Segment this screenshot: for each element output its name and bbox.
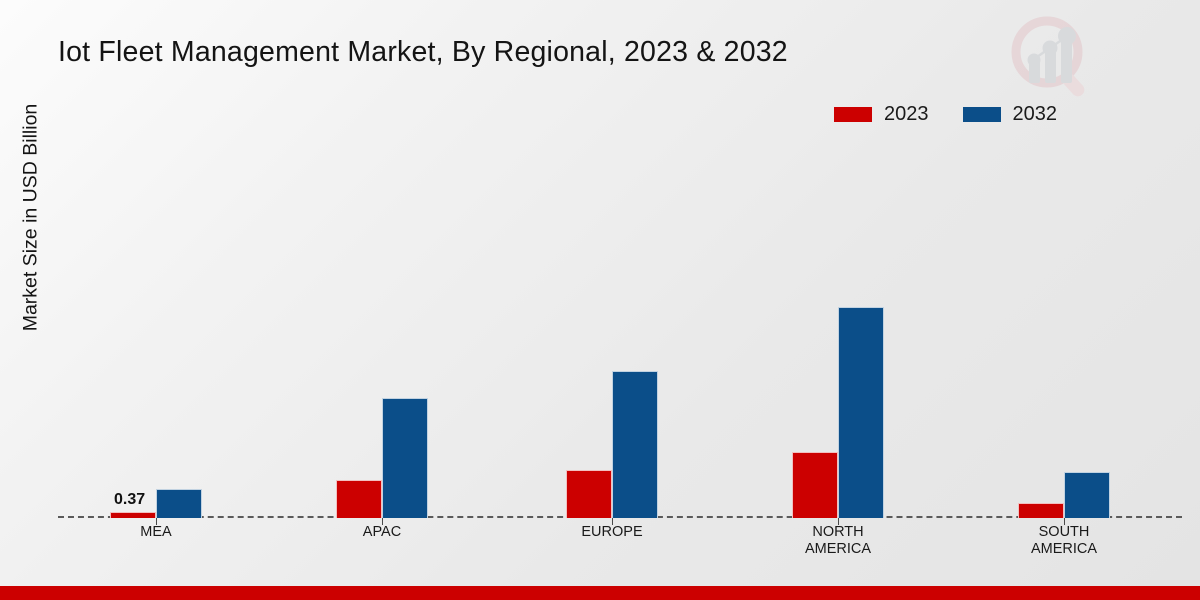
bar-2032[interactable] <box>612 371 658 518</box>
category-label: SOUTH AMERICA <box>974 524 1154 558</box>
y-axis-title: Market Size in USD Billion <box>19 103 42 332</box>
bar-2023[interactable] <box>1018 503 1064 518</box>
bar-2032[interactable] <box>838 307 884 518</box>
category-label-line: EUROPE <box>581 524 643 540</box>
chart-title: Iot Fleet Management Market, By Regional… <box>58 36 788 68</box>
axis-tick <box>382 518 383 525</box>
bar-2032[interactable] <box>156 489 202 518</box>
axis-tick <box>1064 518 1065 525</box>
bar-pair <box>566 371 658 518</box>
legend-swatch-2032-icon <box>962 106 1001 122</box>
bar-2032[interactable] <box>382 398 428 518</box>
category-label-line: AMERICA <box>804 541 872 557</box>
axis-tick <box>612 518 613 525</box>
category-label: EUROPE <box>522 524 702 541</box>
axis-tick <box>838 518 839 525</box>
bar-2023[interactable] <box>336 480 382 518</box>
category-label-line: APAC <box>362 524 402 540</box>
plot-area: MEA 0.37 APAC EUROPE NORTH AMERICA SOUTH AMERIC… <box>58 150 1182 557</box>
legend-label-2023: 2023 <box>884 103 929 125</box>
axis-tick <box>156 518 157 525</box>
bar-2023[interactable] <box>110 512 156 518</box>
bar-pair <box>110 489 202 518</box>
category-label: MEA <box>66 524 246 541</box>
category-label-line: NORTH <box>812 524 864 540</box>
bottom-accent-bar <box>0 586 1200 600</box>
bar-value-label: 0.37 <box>114 491 146 508</box>
category-label: APAC <box>292 524 472 541</box>
bar-pair <box>792 307 884 518</box>
legend-item-2032[interactable]: 2032 <box>962 103 1058 125</box>
chart-legend: 2023 2032 <box>834 104 1057 124</box>
magnifier-bar-chart-logo-icon <box>1005 12 1101 108</box>
bar-2032[interactable] <box>1064 472 1110 518</box>
legend-label-2032: 2032 <box>1012 103 1058 125</box>
legend-swatch-2023-icon <box>834 106 872 122</box>
category-label-line: MEA <box>140 524 172 540</box>
bar-2023[interactable] <box>566 470 612 518</box>
category-label-line: AMERICA <box>1030 541 1098 557</box>
bar-2023[interactable] <box>792 452 838 518</box>
legend-item-2023[interactable]: 2023 <box>834 104 929 124</box>
category-label-line: SOUTH <box>1038 524 1090 540</box>
bar-pair <box>1018 472 1110 518</box>
category-label: NORTH AMERICA <box>748 524 928 558</box>
bar-pair <box>336 398 428 518</box>
